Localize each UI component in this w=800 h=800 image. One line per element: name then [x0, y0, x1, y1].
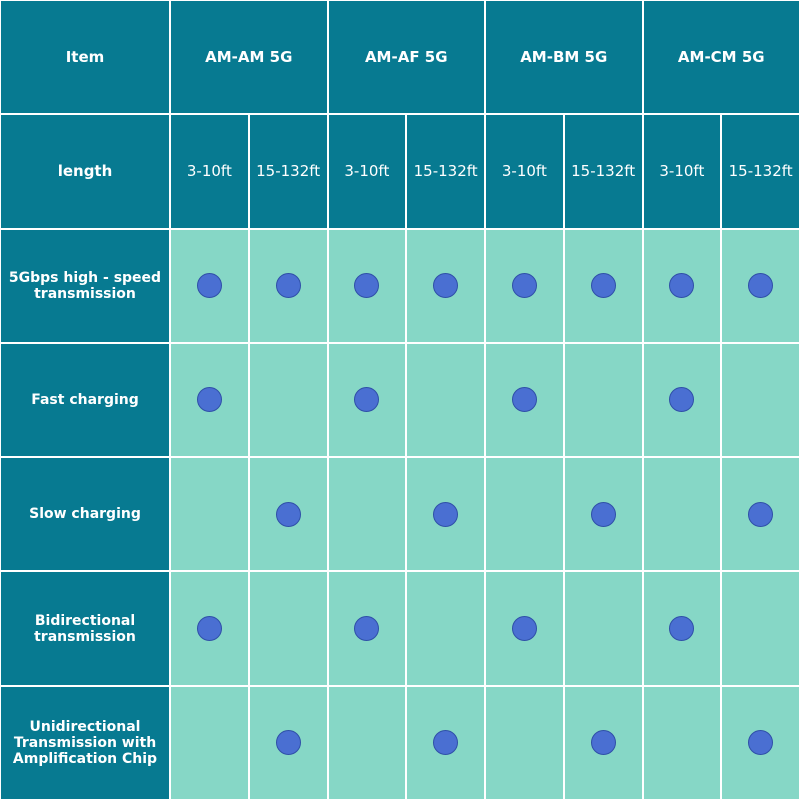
- length-label: 3-10ft: [328, 115, 406, 228]
- support-dot: [275, 501, 301, 527]
- support-dot: [354, 273, 380, 299]
- length-label: 15-132ft: [564, 115, 642, 228]
- feature-cell: [486, 229, 563, 342]
- feature-cell: [722, 686, 799, 799]
- length-label: 15-132ft: [407, 115, 484, 228]
- length-label: 15-132ft: [249, 115, 327, 228]
- feature-cell: [486, 686, 563, 799]
- support-dot: [354, 616, 380, 642]
- feature-label: 5Gbps high - speed transmission: [1, 229, 169, 342]
- support-dot: [196, 387, 222, 413]
- feature-label: Bidirectional transmission: [1, 572, 169, 685]
- support-dot: [511, 616, 537, 642]
- support-dot: [511, 387, 537, 413]
- support-dot: [511, 273, 537, 299]
- support-dot: [433, 273, 459, 299]
- feature-label: Slow charging: [1, 458, 169, 571]
- support-dot: [196, 273, 222, 299]
- support-dot: [275, 730, 301, 756]
- feature-cell: [643, 343, 721, 457]
- feature-cell: [249, 686, 327, 799]
- feature-cell: [407, 572, 484, 685]
- feature-cell: [486, 343, 563, 457]
- feature-cell: [564, 343, 642, 457]
- support-dot: [748, 501, 774, 527]
- length-label: 3-10ft: [171, 115, 248, 228]
- feature-cell: [407, 686, 484, 799]
- support-dot: [748, 730, 774, 756]
- feature-cell: [407, 229, 484, 342]
- feature-cell: [564, 458, 642, 571]
- feature-cell: [328, 572, 406, 685]
- feature-cell: [722, 458, 799, 571]
- feature-cell: [564, 229, 642, 342]
- length-label: 3-10ft: [486, 115, 563, 228]
- feature-cell: [643, 572, 721, 685]
- feature-cell: [643, 229, 721, 342]
- support-dot: [354, 387, 380, 413]
- length-label: 15-132ft: [722, 115, 799, 228]
- feature-cell: [564, 572, 642, 685]
- group-header: AM-AF 5G: [328, 1, 484, 114]
- feature-cell: [171, 229, 248, 342]
- feature-cell: [328, 229, 406, 342]
- feature-label: Unidirectional Transmission with Amplifi…: [1, 686, 169, 799]
- support-dot: [669, 616, 695, 642]
- support-dot: [590, 730, 616, 756]
- group-header: AM-CM 5G: [643, 1, 799, 114]
- feature-cell: [171, 458, 248, 571]
- feature-cell: [328, 343, 406, 457]
- feature-cell: [328, 458, 406, 571]
- feature-cell: [249, 229, 327, 342]
- feature-label: Fast charging: [1, 343, 169, 457]
- feature-cell: [643, 458, 721, 571]
- feature-cell: [564, 686, 642, 799]
- support-dot: [433, 501, 459, 527]
- group-header: AM-AM 5G: [171, 1, 327, 114]
- support-dot: [196, 616, 222, 642]
- support-dot: [433, 730, 459, 756]
- length-label: 3-10ft: [643, 115, 721, 228]
- support-dot: [669, 273, 695, 299]
- feature-cell: [722, 572, 799, 685]
- support-dot: [590, 273, 616, 299]
- item-header: Item: [1, 1, 169, 114]
- feature-cell: [249, 343, 327, 457]
- length-header: length: [1, 115, 169, 228]
- support-dot: [669, 387, 695, 413]
- feature-cell: [643, 686, 721, 799]
- support-dot: [275, 273, 301, 299]
- feature-cell: [486, 572, 563, 685]
- support-dot: [748, 273, 774, 299]
- feature-cell: [328, 686, 406, 799]
- feature-cell: [171, 343, 248, 457]
- support-dot: [590, 501, 616, 527]
- feature-cell: [407, 458, 484, 571]
- feature-cell: [249, 458, 327, 571]
- feature-cell: [171, 572, 248, 685]
- group-header: AM-BM 5G: [486, 1, 642, 114]
- feature-cell: [407, 343, 484, 457]
- feature-cell: [486, 458, 563, 571]
- feature-cell: [249, 572, 327, 685]
- feature-cell: [722, 229, 799, 342]
- feature-cell: [171, 686, 248, 799]
- feature-cell: [722, 343, 799, 457]
